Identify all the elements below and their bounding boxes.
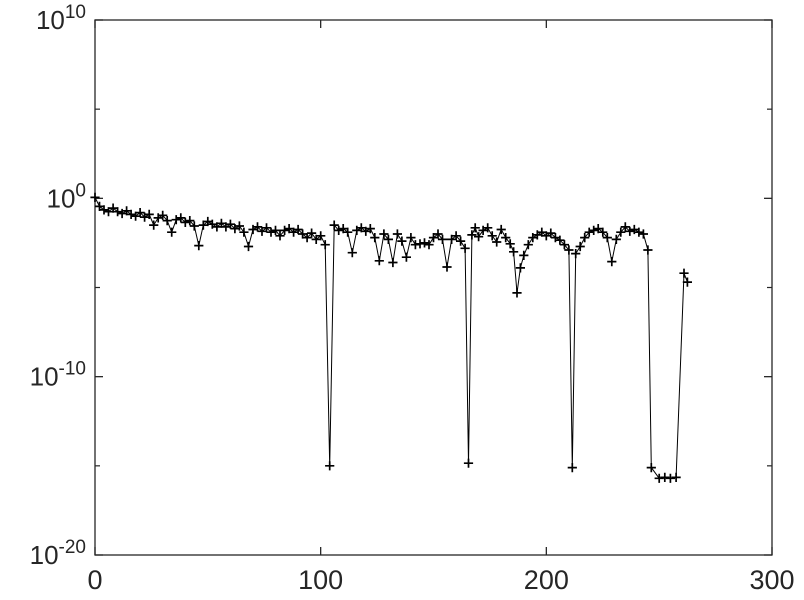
y-tick-label: 10-20 bbox=[30, 537, 86, 570]
x-tick-label: 0 bbox=[87, 565, 102, 595]
data-markers bbox=[90, 192, 692, 483]
x-tick-label: 100 bbox=[298, 565, 343, 595]
x-tick-label: 200 bbox=[524, 565, 569, 595]
x-tick-label: 300 bbox=[749, 565, 794, 595]
y-tick-label: 1010 bbox=[36, 2, 86, 35]
y-tick-label: 10-10 bbox=[30, 359, 86, 392]
y-tick-label: 100 bbox=[47, 180, 87, 213]
